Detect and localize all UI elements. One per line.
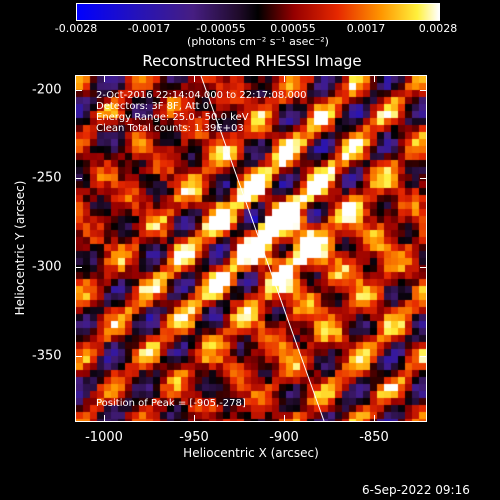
rhessi-image-canvas [76,76,426,421]
y-tick-label: -250 [32,170,62,186]
y-tick [76,178,82,179]
y-tick [420,356,426,357]
colorbar [76,3,440,21]
y-tick [420,178,426,179]
x-tick [104,415,105,421]
colorbar-tick-label: -0.0028 [54,22,98,35]
y-tick-label: -200 [32,82,62,98]
x-tick-label: -950 [179,430,209,445]
timestamp-footer: 6-Sep-2022 09:16 [362,483,470,497]
y-tick [76,90,82,91]
plot-title: Reconstructed RHESSI Image [142,52,362,70]
colorbar-unit-label: (photons cm⁻² s⁻¹ asec⁻²) [187,35,329,48]
colorbar-tick-label: 0.00055 [270,22,316,35]
colorbar-tick-label: -0.00055 [196,22,246,35]
x-tick-label: -1000 [85,430,123,445]
info-time-range: 2-Oct-2016 22:14:04.000 to 22:17:08.000 [96,90,307,101]
y-tick-label: -300 [32,259,62,275]
x-tick [374,76,375,82]
limb-line-overlay [200,76,325,421]
info-clean-counts: Clean Total counts: 1.39E+03 [96,123,244,134]
y-tick-label: -350 [32,348,62,364]
colorbar-tick-label: 0.0028 [418,22,458,35]
x-tick [284,415,285,421]
x-axis-title: Heliocentric X (arcsec) [183,446,319,460]
y-axis-title: Heliocentric Y (arcsec) [13,180,27,316]
y-tick [420,90,426,91]
peak-position-label: Position of Peak = [-905,-278] [96,398,246,409]
colorbar-tick-label: 0.0017 [346,22,386,35]
x-tick-label: -900 [269,430,299,445]
x-tick [284,76,285,82]
colorbar-gradient [77,4,439,20]
y-tick [76,267,82,268]
x-tick [374,415,375,421]
x-tick [104,76,105,82]
y-tick [76,356,82,357]
y-tick [420,267,426,268]
colorbar-tick-label: -0.0017 [127,22,171,35]
info-detectors: Detectors: 3F 8F, Att 0 [96,101,210,112]
info-energy-range: Energy Range: 25.0 - 50.0 keV [96,112,249,123]
x-tick [194,76,195,82]
image-plot-area[interactable]: 2-Oct-2016 22:14:04.000 to 22:17:08.000 … [75,75,427,422]
x-tick-label: -850 [359,430,389,445]
x-tick [194,415,195,421]
